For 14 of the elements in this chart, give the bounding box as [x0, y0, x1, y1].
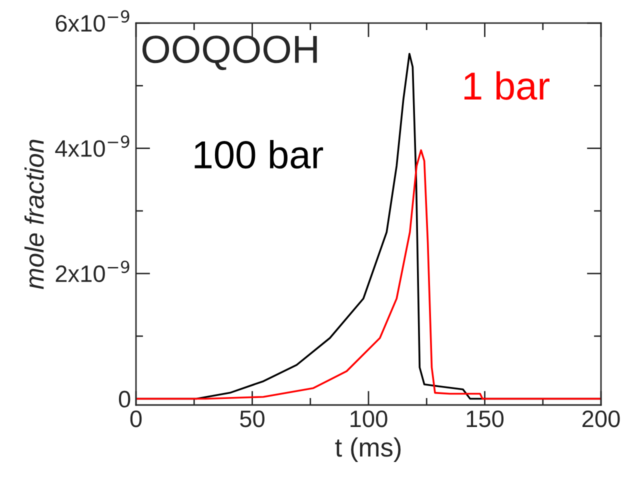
annotation: OOQOOH	[142, 36, 317, 70]
y-tick-label: 4x10$^{−9}$	[55, 135, 130, 157]
y-tick-label: 0	[118, 390, 130, 408]
y-tick-label: 6x10$^{−9}$	[56, 10, 130, 32]
series-label: 1 bar	[464, 71, 550, 100]
x-tick-label: 50	[240, 410, 264, 428]
x-tick-label: 0	[130, 410, 142, 428]
y-axis-title: mole fraction	[24, 140, 44, 290]
x-tick-label: 150	[466, 410, 504, 428]
x-tick-label: 100	[350, 410, 388, 428]
y-tick-label: 2x10$^{−9}$	[56, 260, 130, 282]
series-label: 100 bar	[194, 140, 324, 169]
x-tick-label: 200	[582, 410, 620, 428]
x-axis-title: t (ms)	[335, 437, 401, 462]
